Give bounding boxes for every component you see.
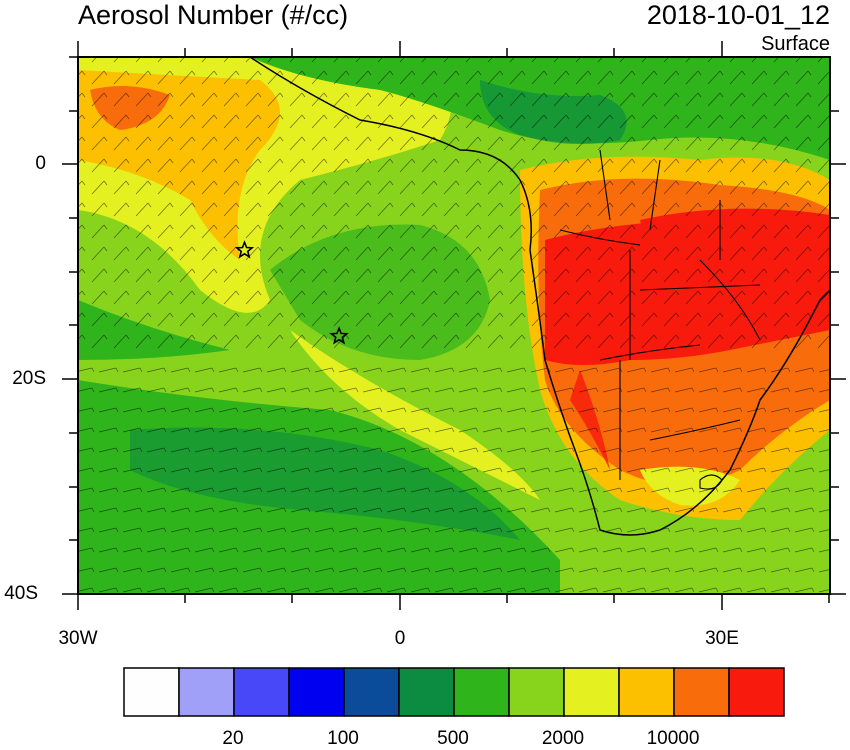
colorbar-label-20: 20 xyxy=(222,728,244,749)
lat-label-20s: 20S xyxy=(12,368,46,389)
colorbar-label-2000: 2000 xyxy=(541,728,585,749)
axis-ticks xyxy=(62,41,846,610)
colorbar-swatch-2 xyxy=(233,667,290,717)
star-marker-1 xyxy=(234,240,255,259)
colorbar-swatch-0 xyxy=(123,667,180,717)
colorbar-swatch-7 xyxy=(508,667,565,717)
colorbar-label-100: 100 xyxy=(327,728,359,749)
colorbar-label-500: 500 xyxy=(437,728,469,749)
colorbar-swatch-9 xyxy=(618,667,675,717)
colorbar-swatch-5 xyxy=(398,667,455,717)
markers-layer xyxy=(234,240,349,345)
lat-label-40s: 40S xyxy=(4,583,38,604)
level-label: Surface xyxy=(761,33,830,55)
colorbar-swatch-8 xyxy=(563,667,620,717)
lon-label-30e: 30E xyxy=(705,628,739,649)
lon-label-30w: 30W xyxy=(58,628,98,649)
colorbar-swatch-10 xyxy=(673,667,730,717)
colorbar-swatch-1 xyxy=(178,667,235,717)
colorbar-swatch-3 xyxy=(288,667,345,717)
lat-label-0: 0 xyxy=(35,153,46,174)
aerosol-field xyxy=(78,57,830,594)
datetime-label: 2018-10-01_12 xyxy=(646,0,830,30)
colorbar xyxy=(123,667,785,717)
colorbar-swatch-4 xyxy=(343,667,400,717)
colorbar-swatch-11 xyxy=(728,667,785,717)
colorbar-label-10000: 10000 xyxy=(646,728,700,749)
colorbar-swatch-6 xyxy=(453,667,510,717)
star-marker-2 xyxy=(329,326,349,345)
map-title: Aerosol Number (#/cc) xyxy=(78,0,349,30)
lon-label-0: 0 xyxy=(394,628,406,649)
